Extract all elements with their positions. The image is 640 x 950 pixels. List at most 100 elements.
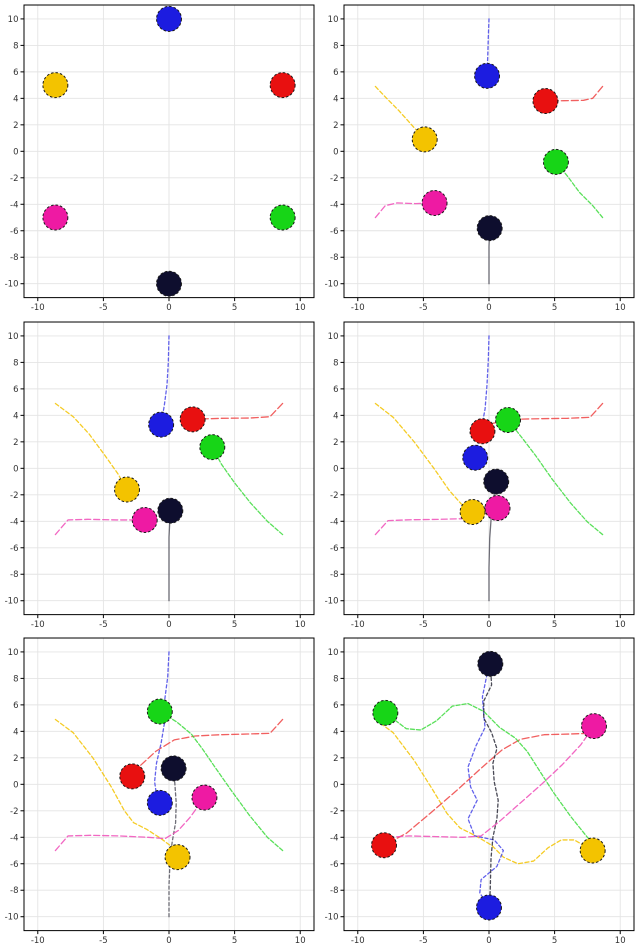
x-tick-label: 10 (615, 620, 626, 630)
y-tick-label: 6 (333, 385, 338, 395)
y-tick-label: 10 (328, 15, 339, 25)
agent-magenta (581, 713, 607, 740)
agent-magenta (42, 204, 69, 231)
agent-green (542, 148, 569, 175)
y-tick-label: -10 (5, 913, 19, 923)
y-tick-label: -8 (10, 253, 18, 263)
agent-red (532, 88, 559, 114)
y-tick-label: 10 (8, 15, 19, 25)
trail-green (211, 446, 284, 535)
trail-magenta (374, 507, 499, 535)
subplot-2-cell: -10 -5 0 5 10 -10 -8 -6 -4 -2 0 2 4 6 8 10 (320, 0, 640, 317)
x-tick-label: -5 (419, 936, 427, 946)
x-tick-label: 0 (486, 936, 491, 946)
subplot-3-cell: -10 -5 0 5 10 -10 -8 -6 -4 -2 0 2 4 6 8 10 (0, 316, 320, 634)
y-tick-label: 2 (13, 121, 18, 131)
trail-navy (168, 509, 171, 602)
x-tick-label: 5 (232, 936, 237, 946)
agent-green (495, 406, 521, 433)
y-tick-label: 4 (333, 411, 338, 421)
x-tick-label: 0 (166, 620, 171, 630)
agent-magenta (191, 784, 218, 811)
y-tick-label: 8 (333, 675, 338, 685)
x-tick-label: 10 (615, 303, 626, 313)
y-tick-label: 0 (333, 464, 338, 474)
y-tick-label: -8 (330, 887, 338, 897)
agent-blue (476, 894, 502, 921)
y-tick-label: 6 (333, 701, 338, 711)
y-tick-label: 10 (8, 648, 19, 658)
x-tick-label: 5 (552, 620, 557, 630)
y-tick-label: 10 (328, 332, 339, 342)
trail-yellow (374, 719, 594, 865)
y-tick-label: -2 (10, 174, 18, 184)
x-tick-label: -5 (419, 620, 427, 630)
y-tick-label: -6 (10, 860, 18, 870)
trail-yellow (54, 719, 179, 859)
y-tick-label: 10 (328, 648, 339, 658)
y-tick-label: -2 (330, 174, 338, 184)
agent-navy (157, 497, 184, 524)
y-tick-label: 10 (8, 332, 19, 342)
trail-yellow (54, 402, 128, 490)
agent-blue (474, 62, 500, 89)
y-tick-label: -8 (10, 570, 18, 580)
y-tick-label: 4 (13, 94, 18, 104)
agent-magenta (421, 189, 448, 216)
trail-red (131, 719, 284, 778)
y-tick-label: 8 (13, 41, 18, 51)
x-tick-label: 0 (166, 936, 171, 946)
subplot-5-cell: -10 -5 0 5 10 -10 -8 -6 -4 -2 0 2 4 6 8 10 (0, 633, 320, 950)
subplot-4-cell: -10 -5 0 5 10 -10 -8 -6 -4 -2 0 2 4 6 8 10 (320, 316, 640, 634)
y-tick-label: -10 (5, 596, 19, 606)
agent-navy (160, 755, 187, 782)
y-tick-label: 6 (13, 701, 18, 711)
agent-red (371, 832, 397, 859)
x-tick-label: -5 (99, 620, 107, 630)
x-tick-label: 10 (615, 936, 626, 946)
x-tick-label: -5 (99, 303, 107, 313)
y-tick-label: 8 (13, 675, 18, 685)
subplot-5-crossing: -10 -5 0 5 10 -10 -8 -6 -4 -2 0 2 4 6 8 10 (0, 633, 320, 950)
trail-yellow (374, 85, 426, 141)
x-tick-label: 10 (295, 620, 306, 630)
subplot-1-cell: -10 -5 0 5 10 -10 -8 -6 -4 -2 0 2 4 6 8 10 (0, 0, 320, 317)
trail-blue (160, 334, 170, 425)
agent-green (199, 433, 226, 460)
trail-magenta (54, 518, 146, 535)
y-tick-label: -10 (325, 913, 339, 923)
x-tick-label: -10 (31, 936, 45, 946)
trail-green (507, 419, 604, 535)
agent-blue (462, 444, 489, 471)
agent-yellow (459, 498, 486, 525)
x-tick-label: 0 (166, 303, 171, 313)
y-tick-label: 4 (333, 728, 338, 738)
y-tick-label: -6 (330, 543, 338, 553)
y-tick-label: 8 (333, 41, 338, 51)
x-tick-label: -5 (99, 936, 107, 946)
y-tick-label: -2 (10, 490, 18, 500)
x-tick-label: -10 (31, 620, 45, 630)
agent-red (119, 763, 146, 790)
y-tick-label: -2 (330, 490, 338, 500)
y-tick-label: 6 (13, 68, 18, 78)
agent-green (269, 204, 296, 231)
y-tick-label: -2 (330, 807, 338, 817)
trail-magenta (54, 797, 206, 852)
agent-yellow (114, 476, 140, 503)
x-tick-label: -5 (419, 303, 427, 313)
y-tick-label: -4 (330, 517, 338, 527)
y-tick-label: 6 (333, 68, 338, 78)
y-tick-label: -6 (10, 227, 18, 237)
agent-blue (156, 5, 182, 32)
agent-navy (483, 468, 510, 495)
y-tick-label: 0 (13, 781, 18, 791)
y-tick-label: -10 (325, 596, 339, 606)
trail-magenta (374, 725, 595, 852)
trail-green (159, 711, 284, 852)
trail-red (383, 719, 604, 847)
agent-yellow (164, 844, 191, 871)
x-tick-label: 10 (295, 303, 306, 313)
y-tick-label: 2 (13, 754, 18, 764)
